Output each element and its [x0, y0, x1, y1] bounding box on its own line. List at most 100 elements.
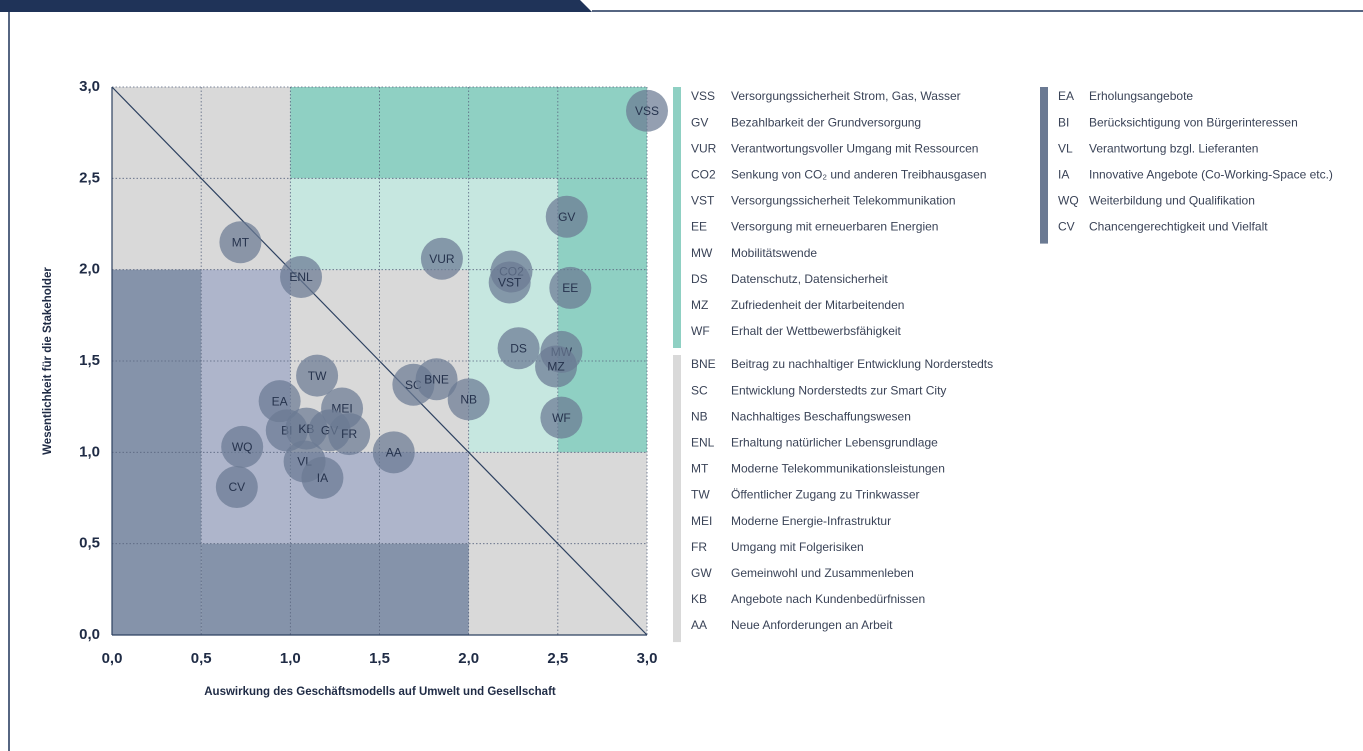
legend-text: Versorgungssicherheit Telekommunikation [731, 194, 956, 208]
legend-code: SC [691, 383, 708, 397]
legend-code: MT [691, 462, 709, 476]
header-banner [0, 0, 592, 12]
x-axis-label: Auswirkung des Geschäftsmodells auf Umwe… [204, 686, 556, 698]
bubble [545, 195, 588, 238]
y-tick-label: 0,0 [79, 626, 100, 643]
legend-code: CO2 [691, 167, 716, 181]
bubble-label: MZ [547, 360, 564, 374]
legend-text: Nachhaltiges Beschaffungswesen [731, 409, 911, 423]
bubble-label: NB [460, 393, 477, 407]
legend-code: ENL [691, 435, 715, 449]
legend-code: VST [691, 194, 715, 208]
legend-text: Senkung von CO₂ und anderen Treibhausgas… [731, 167, 987, 181]
legend-code: IA [1058, 167, 1069, 181]
legend-text: Zufriedenheit der Mitarbeitenden [731, 298, 904, 312]
legend-text: Innovative Angebote (Co-Working-Space et… [1089, 167, 1333, 181]
legend-code: NB [691, 409, 708, 423]
legend-code: AA [691, 618, 707, 632]
bubble-label: TW [308, 369, 327, 383]
legend-code: KB [691, 592, 707, 606]
legend-bar [673, 87, 681, 348]
bubble-label: GV [558, 210, 575, 224]
bubble-label: AA [386, 446, 402, 460]
bubble [488, 261, 531, 304]
x-tick-label: 1,0 [280, 650, 301, 667]
bubble-label: FR [341, 427, 357, 441]
y-tick-label: 2,5 [79, 169, 100, 186]
bubble [447, 378, 490, 421]
legend-code: BNE [691, 357, 716, 371]
legend-text: Datenschutz, Datensicherheit [731, 272, 888, 286]
legend-bar [673, 355, 681, 643]
diagonal [111, 86, 648, 636]
y-tick-label: 1,0 [79, 443, 100, 460]
legend-code: MZ [691, 298, 708, 312]
bubble-label: VUR [429, 252, 455, 266]
legend-code: VUR [691, 141, 717, 155]
y-tick-label: 3,0 [79, 78, 100, 95]
y-axis-label: Wesentlichkeit für die Stakeholder [42, 267, 54, 455]
bubble-label: VST [498, 276, 522, 290]
x-tick-label: 1,5 [369, 650, 390, 667]
bubble [219, 221, 262, 264]
legend-code: VSS [691, 89, 715, 103]
bubble-label: IA [317, 471, 328, 485]
legend-code: EE [691, 220, 707, 234]
legend-code: VL [1058, 141, 1073, 155]
legend-text: Mobilitätswende [731, 246, 817, 260]
legend-text: Versorgung mit erneuerbaren Energien [731, 220, 938, 234]
bubble-label: MT [232, 235, 250, 249]
bubble [296, 354, 339, 397]
legend-text: Gemeinwohl und Zusammenleben [731, 566, 914, 580]
bubble [415, 358, 458, 401]
legend-code: WQ [1058, 194, 1079, 208]
legend-code: GW [691, 566, 712, 580]
legend-code: WF [691, 324, 710, 338]
bubble [221, 425, 264, 468]
x-tick-label: 3,0 [637, 650, 658, 667]
legend-code: BI [1058, 115, 1069, 129]
legend: VSS Versorgungssicherheit Strom, Gas, Was… [673, 87, 1333, 643]
legend-code: GV [691, 115, 708, 129]
legend-text: Verantwortungsvoller Umgang mit Ressourc… [731, 141, 978, 155]
legend-text: Neue Anforderungen an Arbeit [731, 618, 893, 632]
legend-code: TW [691, 488, 710, 502]
bubble-label: DS [510, 341, 527, 355]
bubble-label: WF [552, 411, 571, 425]
legend-code: CV [1058, 220, 1075, 234]
legend-code: EA [1058, 89, 1074, 103]
legend-code: MEI [691, 514, 712, 528]
legend-code: FR [691, 540, 707, 554]
bubble-label: ENL [289, 270, 313, 284]
bubble [215, 466, 258, 509]
legend-text: Verantwortung bzgl. Lieferanten [1089, 141, 1258, 155]
legend-text: Öffentlicher Zugang zu Trinkwasser [731, 488, 920, 502]
bubble [626, 89, 668, 132]
x-tick-label: 2,5 [547, 650, 568, 667]
legend-text: Erhaltung natürlicher Lebensgrundlage [731, 435, 938, 449]
legend-text: Erhalt der Wettbewerbsfähigkeit [731, 324, 902, 338]
bubble-label: EA [272, 394, 288, 408]
bubble [328, 413, 371, 456]
bubble-label: CV [228, 480, 245, 494]
bubble-label: BNE [424, 372, 449, 386]
legend-text: Berücksichtigung von Bürgerinteressen [1089, 115, 1298, 129]
bubble-label: EE [562, 281, 578, 295]
y-tick-label: 2,0 [79, 261, 100, 278]
zone [201, 543, 469, 635]
bubble [497, 327, 540, 370]
x-tick-label: 0,5 [191, 650, 212, 667]
legend-text: Entwicklung Norderstedts zur Smart City [731, 383, 946, 397]
bubble [280, 255, 323, 298]
legend-text: Versorgungssicherheit Strom, Gas, Wasser [731, 89, 961, 103]
legend-bar [1040, 87, 1048, 244]
bubble [549, 266, 592, 309]
legend-text: Umgang mit Folgerisiken [731, 540, 864, 554]
legend-code: DS [691, 272, 708, 286]
legend-code: MW [691, 246, 713, 260]
bubble [420, 237, 463, 280]
points: VSSGVVURCO2VSTEEMTENLDSMWMZWFTWSCBNENBEA… [215, 89, 668, 509]
x-tick-label: 2,0 [458, 650, 479, 667]
y-tick-label: 1,5 [79, 352, 100, 369]
